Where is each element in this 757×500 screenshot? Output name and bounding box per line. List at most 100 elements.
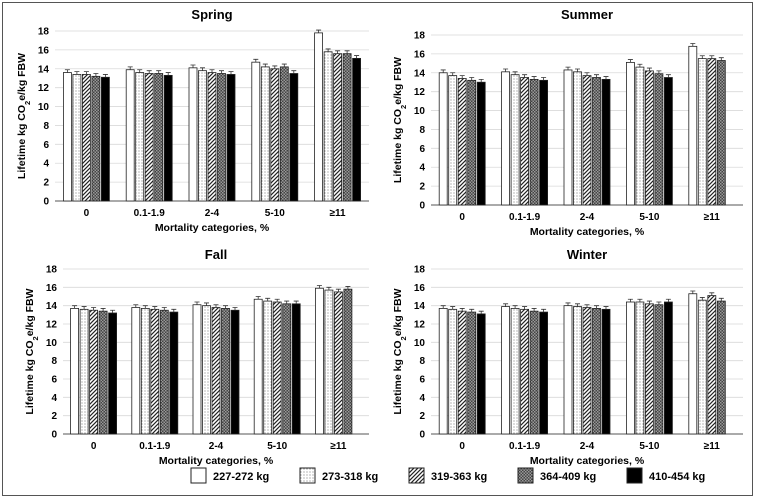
bar-0-series-2 <box>79 308 89 435</box>
bar-0-1-1-9-series-2 <box>140 308 150 435</box>
bar-0-1-1-9-series-4 <box>154 73 164 202</box>
y-tick-label: 16 <box>46 283 58 294</box>
bar-2-4-series-3 <box>582 75 592 206</box>
error-bar <box>274 298 280 302</box>
error-bar <box>204 302 209 306</box>
chart-title: Summer <box>561 7 613 22</box>
error-bar <box>459 308 465 312</box>
bar-11-series-2 <box>697 299 707 435</box>
y-tick-label: 16 <box>414 49 426 60</box>
y-tick-label: 2 <box>419 182 425 193</box>
bar-11-series-2 <box>324 289 334 435</box>
bar-11-series-3 <box>707 295 717 435</box>
y-axis-label: Lifetime kg CO2e/kg FBW <box>24 288 40 414</box>
bar-5-10-series-5 <box>291 303 301 435</box>
error-bar <box>335 288 341 292</box>
bar-5-10-series-4 <box>279 66 289 202</box>
error-bar <box>165 72 171 76</box>
error-bar <box>522 74 528 78</box>
error-bar <box>627 298 633 302</box>
y-tick-label: 2 <box>419 411 425 422</box>
bar-5-10-series-1 <box>251 61 261 202</box>
x-tick-label: ≥11 <box>704 212 720 223</box>
bar-2-4-series-2 <box>573 71 582 206</box>
bar-5-10-series-3 <box>270 68 280 202</box>
error-bar <box>478 310 484 314</box>
bar-0-series-5 <box>476 81 486 206</box>
error-bar <box>584 304 590 308</box>
bar-0-series-5 <box>476 313 486 435</box>
legend-swatch-1 <box>190 467 207 484</box>
error-bar <box>127 66 133 70</box>
y-tick-label: 8 <box>419 356 425 367</box>
bar-0-1-1-9-series-1 <box>501 306 511 435</box>
error-bar <box>316 285 322 289</box>
error-bar <box>646 67 652 71</box>
bar-5-10-series-1 <box>253 298 263 435</box>
bar-2-4-series-1 <box>192 304 202 435</box>
y-tick-label: 18 <box>38 27 50 38</box>
error-bar <box>83 71 89 75</box>
error-bar <box>690 43 696 47</box>
error-bar <box>718 297 724 302</box>
error-bar <box>699 55 705 59</box>
bar-0-series-2 <box>448 75 458 206</box>
error-bar <box>709 292 715 296</box>
legend-swatch-5 <box>626 467 643 484</box>
error-bar <box>646 300 652 304</box>
error-bar <box>665 74 671 78</box>
error-bar <box>469 77 475 81</box>
bar-5-10-series-5 <box>664 301 673 435</box>
bar-5-10-series-3 <box>645 70 654 206</box>
bar-11-series-1 <box>688 293 698 435</box>
y-tick-label: 0 <box>419 430 425 441</box>
y-tick-label: 12 <box>414 320 426 331</box>
error-bar <box>100 308 106 312</box>
bar-11-series-3 <box>333 53 343 202</box>
y-tick-label: 0 <box>43 197 49 208</box>
error-bar <box>64 69 70 73</box>
bar-11-series-1 <box>314 287 324 435</box>
y-tick-label: 10 <box>414 106 426 117</box>
bar-0-1-1-9-series-1 <box>131 307 141 435</box>
y-tick-label: 2 <box>43 178 49 189</box>
bar-11-series-4 <box>342 53 352 202</box>
error-bar <box>512 71 518 75</box>
error-bar <box>637 63 643 68</box>
bar-5-10-series-4 <box>654 73 664 206</box>
legend-label-2: 273-318 kg <box>322 471 378 483</box>
x-axis-label: Mortality categories, % <box>530 226 645 238</box>
bar-5-10-series-2 <box>263 300 273 435</box>
error-bar <box>450 306 456 310</box>
y-tick-label: 8 <box>51 356 57 367</box>
bar-2-4-series-4 <box>221 308 230 435</box>
bar-0-series-4 <box>98 310 108 435</box>
y-tick-label: 18 <box>414 265 426 276</box>
error-bar <box>209 69 215 73</box>
bar-0-1-1-9-series-1 <box>501 71 511 206</box>
error-bar <box>74 71 80 75</box>
error-bar <box>156 70 162 74</box>
error-bar <box>152 306 158 310</box>
error-bar <box>335 50 341 54</box>
error-bar <box>228 71 234 75</box>
bar-2-4-series-5 <box>601 78 611 206</box>
error-bar <box>72 305 78 309</box>
error-bar <box>440 305 446 309</box>
error-bar <box>637 298 643 302</box>
error-bar <box>469 308 475 313</box>
error-bar <box>200 67 205 71</box>
bar-0-1-1-9-series-5 <box>539 79 548 206</box>
error-bar <box>603 76 609 80</box>
bar-0-series-1 <box>438 72 448 206</box>
x-tick-label: ≥11 <box>704 441 720 452</box>
error-bar <box>565 66 571 70</box>
y-tick-label: 4 <box>419 163 425 174</box>
bar-11-series-2 <box>323 51 333 202</box>
y-tick-label: 14 <box>46 301 58 312</box>
error-bar <box>137 69 143 73</box>
error-bar <box>265 297 271 302</box>
y-tick-label: 0 <box>419 201 425 212</box>
error-bar <box>656 70 662 74</box>
y-tick-label: 6 <box>51 375 57 386</box>
